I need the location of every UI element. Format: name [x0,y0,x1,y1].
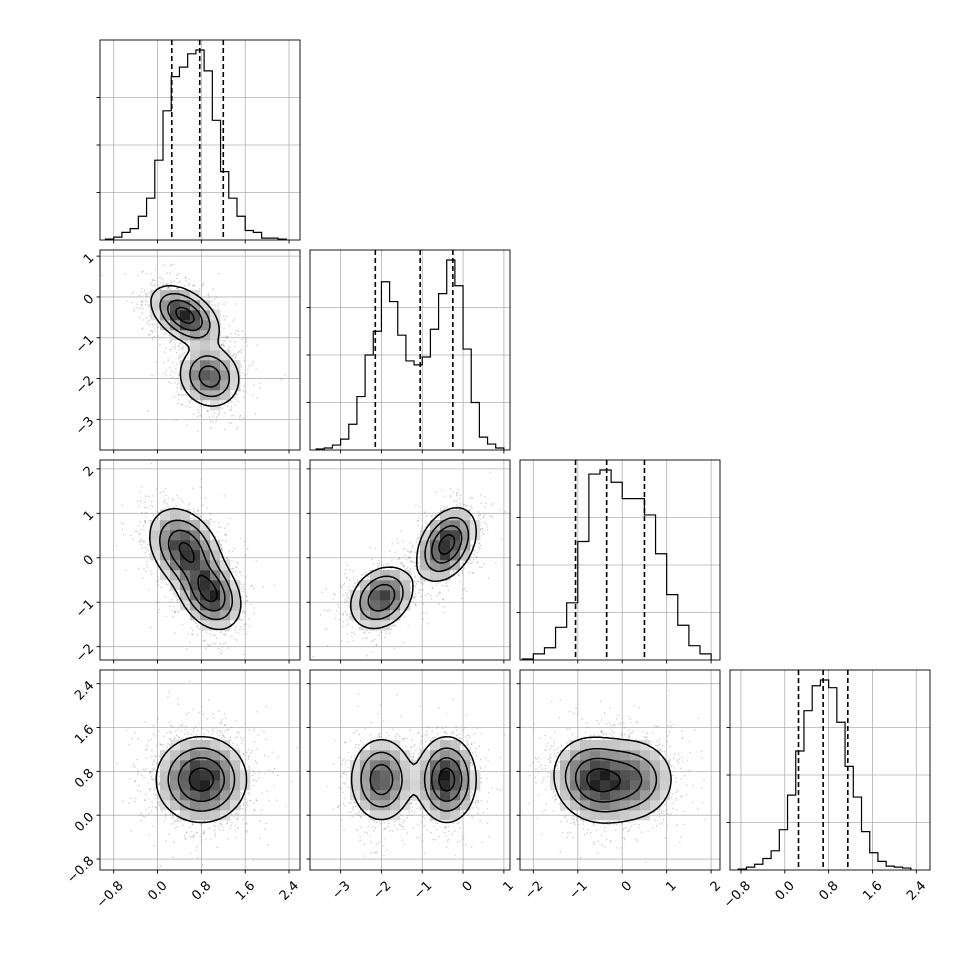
pair-panel-2-1 [306,459,511,664]
hist-panel-3 [726,669,931,871]
pair-frame-1-0 [99,249,301,451]
ytick-label-2-2: 0 [81,552,97,568]
xtick-label-2-2: 0 [619,878,635,894]
hist-frame-2 [519,459,721,661]
contours-3-1 [350,735,477,824]
contour-level-2 [167,529,226,612]
ytick-label-2-3: 1 [81,508,97,524]
xtick-label-3-1: 0.0 [773,878,798,903]
pair-panel-3-2 [516,669,721,871]
ytick-label-3-2: 0.8 [72,766,97,791]
xtick-label-2-0: −2 [522,878,546,902]
contour-level-1 [159,292,231,398]
xtick-label-0-4: 2.4 [277,878,302,903]
xtick-label-1-3: 0 [460,878,476,894]
contour-level-1 [564,747,658,813]
ytick-label-1-2: −1 [73,332,97,356]
ytick-label-1-0: −3 [73,414,97,438]
contour-level-2 [177,757,226,803]
contour-level-3 [586,768,622,793]
hist-grid-2 [520,460,720,660]
contour-level-1 [167,747,236,812]
contour-level-1 [360,747,470,812]
ytick-label-1-4: 1 [81,251,97,267]
xtick-label-0-3: 1.6 [233,878,258,903]
contour-level-2 [369,757,463,803]
pair-frame-3-0 [99,669,301,871]
contours-2-0 [149,508,242,631]
pair-grid-1-0 [100,250,300,450]
contour-level-0 [553,736,672,824]
ytick-label-3-3: 1.6 [72,722,97,747]
ytick-label-2-0: −2 [73,641,97,665]
ytick-label-3-1: 0.0 [72,810,97,835]
pair-frame-2-0 [99,459,301,661]
histogram-3 [737,679,912,870]
xtick-label-2-1: −1 [567,878,591,902]
contour-level-0 [149,508,242,631]
pair-frame-3-1 [309,669,511,871]
xtick-label-1-1: −2 [370,878,394,902]
hist-panel-2 [516,459,721,664]
pair-panel-3-0 [99,669,301,871]
pair-frame-3-2 [519,669,721,871]
xtick-label-3-0: −0.8 [721,878,754,911]
xtick-label-0-0: −0.8 [94,878,127,911]
histogram-0 [104,49,287,240]
ytick-label-3-4: 2.4 [72,678,97,703]
contours-3-2 [553,736,672,824]
contour-level-3 [188,767,215,792]
pair-panel-2-0 [99,459,301,664]
contour-level-2 [167,299,221,388]
ytick-label-3-0: −0.8 [64,854,97,887]
xtick-label-3-3: 1.6 [860,878,885,903]
contour-level-3 [438,534,456,555]
hist-frame-0 [99,39,301,241]
contour-level-1 [159,519,234,621]
contour-level-0 [350,506,477,630]
contour-level-3 [175,306,195,325]
pair-panel-1-0 [99,249,301,454]
scatter-points-2-1 [312,471,506,658]
hist-grid-1 [310,250,510,450]
histogram-2 [521,469,712,660]
contour-level-1 [359,516,470,621]
histogram-1 [315,259,505,450]
hist-frame-1 [309,249,511,451]
contour-level-2 [367,525,463,612]
density-cells-2-1 [350,510,481,631]
xtick-label-0-1: 0.0 [145,878,170,903]
contour-level-3 [438,767,456,792]
xtick-label-3-4: 2.4 [904,878,929,903]
contours-1-0 [150,284,240,407]
contours-3-0 [155,735,248,824]
density-cells-3-2 [550,740,671,821]
hist-panel-0 [96,39,301,244]
contours-2-1 [350,506,477,630]
contour-level-0 [150,284,240,407]
hist-frame-3 [729,669,931,871]
contour-level-0 [350,735,477,824]
contour-level-3 [178,541,218,603]
contour-level-2 [574,757,643,803]
pair-frame-2-1 [309,459,511,661]
ytick-label-2-1: −1 [73,597,97,621]
xtick-label-1-0: −3 [329,878,353,902]
xtick-label-1-4: 1 [500,878,516,894]
hist-grid-3 [730,670,930,870]
xtick-label-0-2: 0.8 [189,878,214,903]
xtick-label-1-2: −1 [411,878,435,902]
ytick-label-1-1: −2 [73,373,97,397]
contour-level-0 [155,735,248,824]
xtick-label-2-3: 1 [663,878,679,894]
pair-grid-2-1 [310,460,510,660]
ytick-label-1-3: 0 [81,292,97,308]
pair-panel-3-1 [306,669,511,871]
hist-panel-1 [306,249,511,454]
xtick-label-2-4: 2 [708,878,724,894]
ytick-label-2-4: 2 [81,464,97,480]
xtick-label-3-2: 0.8 [816,878,841,903]
